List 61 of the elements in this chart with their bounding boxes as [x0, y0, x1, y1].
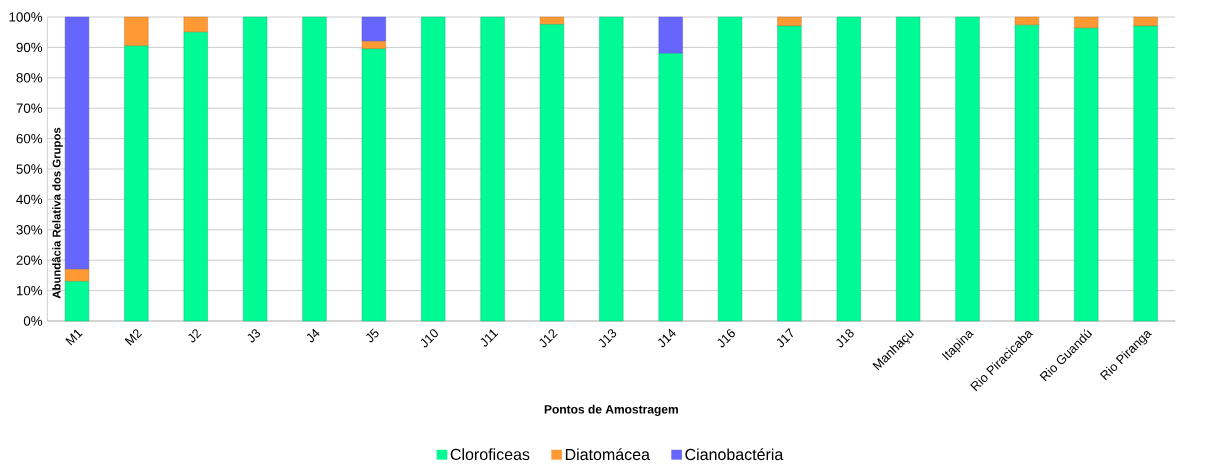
bar [361, 16, 386, 42]
bar [658, 16, 683, 54]
x-tick-label: J4 [306, 328, 320, 343]
bar [717, 16, 743, 322]
x-tick-label: J12 [539, 329, 558, 348]
y-tick-label: 40% [16, 194, 43, 205]
bar [539, 16, 565, 25]
bar [1074, 28, 1099, 322]
x-tick-label: J11 [480, 329, 499, 347]
bar [183, 16, 208, 33]
y-tick-label: 100% [9, 12, 43, 22]
bar [836, 16, 861, 322]
bar [777, 25, 802, 322]
bar [361, 48, 386, 322]
y-tick-label: 30% [16, 225, 43, 235]
bar [1014, 25, 1039, 322]
legend-label: Diatomácea [565, 448, 650, 461]
y-tick-label: 80% [16, 73, 43, 83]
bar [183, 32, 208, 322]
x-tick-label: M2 [124, 329, 143, 346]
bar [1074, 16, 1099, 29]
bar [302, 16, 327, 322]
y-tick-label: 20% [16, 255, 43, 265]
y-tick-label: 10% [16, 285, 43, 296]
bar [243, 16, 268, 322]
y-tick-label: 90% [16, 42, 43, 53]
x-tick-label: J3 [247, 329, 261, 343]
bar [64, 281, 90, 322]
y-tick-label: 60% [16, 133, 43, 144]
bar [599, 16, 624, 322]
bar [64, 269, 90, 282]
x-axis-title: Pontos de Amostragem [544, 404, 678, 416]
bar [124, 16, 149, 47]
bar [777, 16, 802, 27]
bar [539, 24, 565, 322]
y-axis-title: Abundâcia Relativa dos Grupos [52, 127, 63, 299]
x-tick-label: J18 [836, 329, 854, 348]
x-tick-label: J14 [658, 328, 676, 348]
x-tick-label: J2 [188, 329, 202, 343]
y-tick-label: 70% [16, 103, 43, 113]
bar [1014, 16, 1039, 26]
bar [658, 53, 683, 322]
bar [480, 16, 505, 322]
y-tick-label: 50% [16, 164, 43, 174]
bar [124, 45, 149, 322]
y-tick-label: 0% [23, 316, 43, 326]
legend-label: Cloroficeas [450, 448, 530, 461]
bar [896, 16, 921, 322]
bar [1133, 25, 1158, 322]
legend-label: Cianobactéria [685, 448, 784, 461]
x-tick-label: J13 [598, 329, 617, 348]
bar [421, 16, 446, 322]
x-tick-label: M1 [65, 329, 83, 346]
bar [64, 16, 90, 270]
x-tick-label: J16 [717, 329, 735, 348]
bar [361, 41, 386, 50]
x-tick-label: J10 [420, 329, 438, 348]
x-tick-label: J5 [366, 328, 379, 343]
x-tick-label: J17 [776, 328, 794, 348]
bar [955, 16, 980, 322]
bar [1133, 16, 1158, 27]
